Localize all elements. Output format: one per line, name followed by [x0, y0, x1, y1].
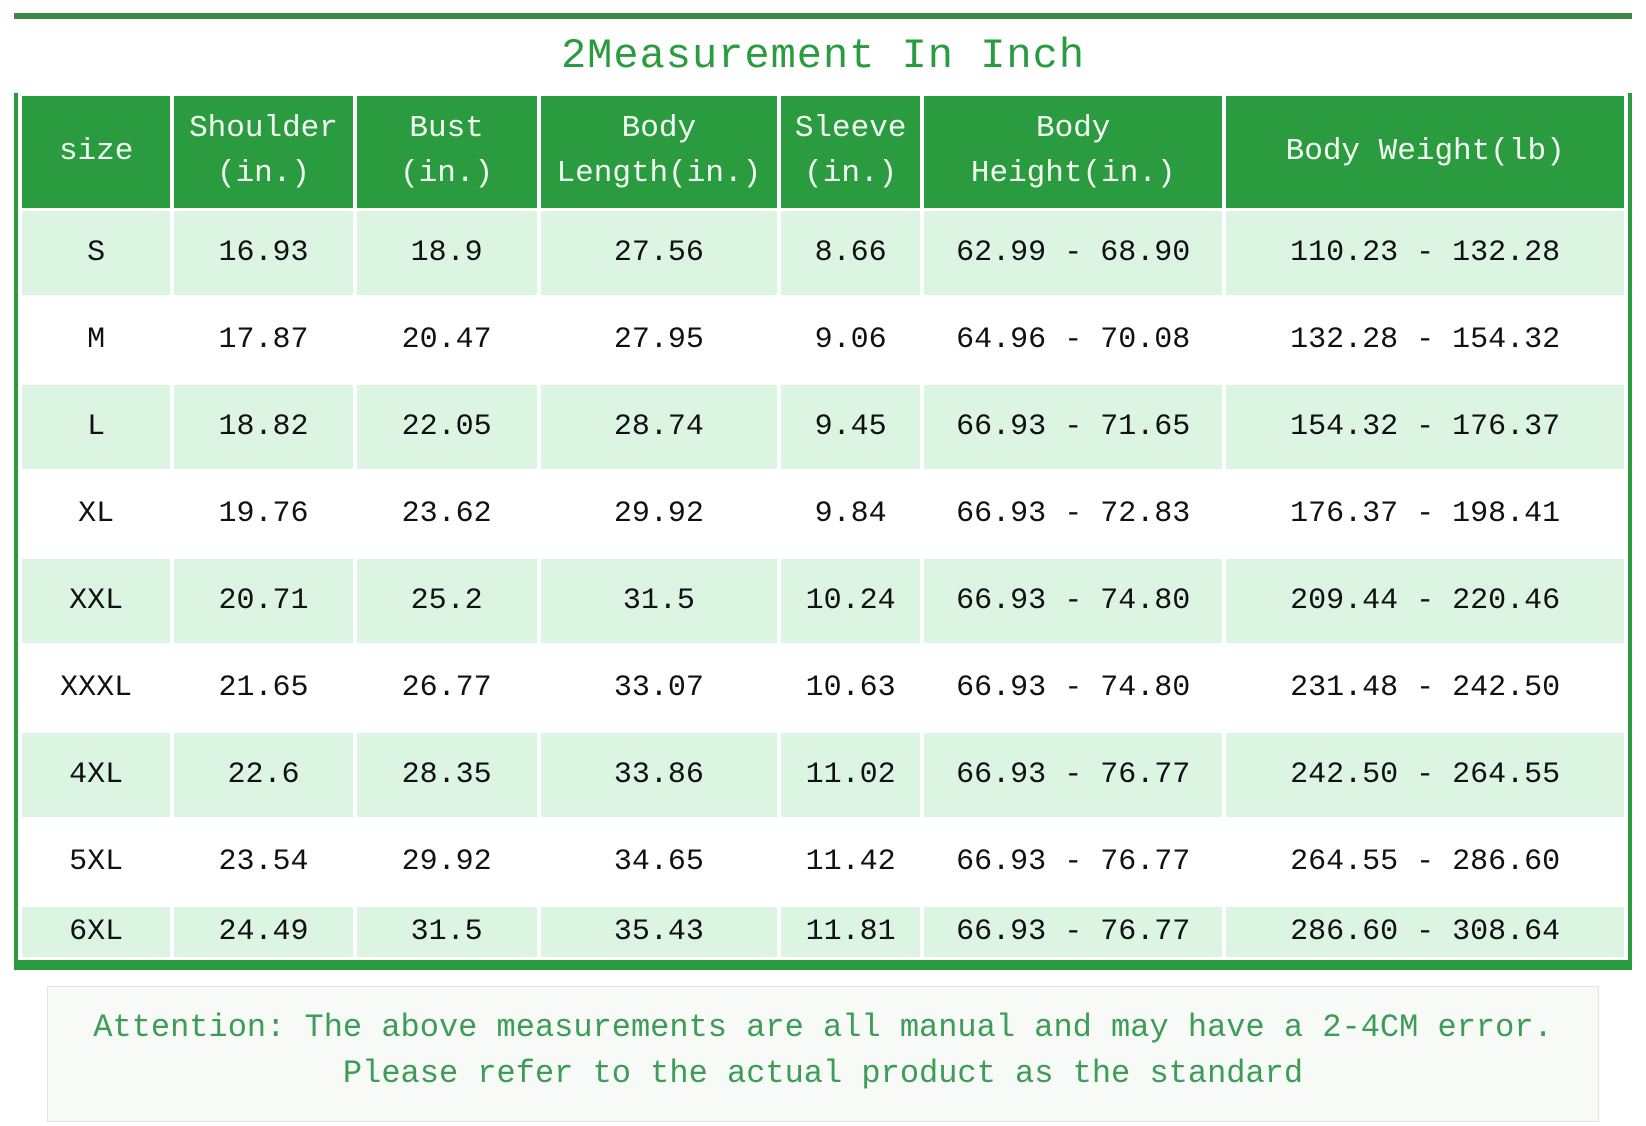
table-row: XXL 20.71 25.2 31.5 10.24 66.93 - 74.80 … — [22, 559, 1624, 643]
measurement-cell: 17.87 — [174, 298, 353, 382]
header-sleeve: Sleeve (in.) — [781, 96, 921, 208]
measurement-cell: 66.93 - 71.65 — [924, 385, 1223, 469]
measurement-cell: 22.05 — [356, 385, 537, 469]
measurement-cell: 10.24 — [781, 559, 921, 643]
size-cell: XXXL — [22, 646, 171, 730]
measurement-cell: 19.76 — [174, 472, 353, 556]
attention-line-2: Please refer to the actual product as th… — [342, 1055, 1304, 1092]
measurement-cell: 20.71 — [174, 559, 353, 643]
table-header-row: size Shoulder (in.) Bust (in.) Body Leng… — [22, 96, 1624, 208]
measurement-cell: 66.93 - 76.77 — [924, 907, 1223, 957]
size-cell: XXL — [22, 559, 171, 643]
measurement-cell: 27.95 — [540, 298, 778, 382]
measurement-cell: 264.55 - 286.60 — [1226, 820, 1624, 904]
measurement-cell: 33.07 — [540, 646, 778, 730]
header-body-weight: Body Weight(lb) — [1226, 96, 1624, 208]
attention-line-1: Attention: The above measurements are al… — [93, 1009, 1553, 1046]
measurement-cell: 28.74 — [540, 385, 778, 469]
measurement-cell: 22.6 — [174, 733, 353, 817]
table-row: XXXL 21.65 26.77 33.07 10.63 66.93 - 74.… — [22, 646, 1624, 730]
measurement-cell: 31.5 — [540, 559, 778, 643]
measurement-cell: 28.35 — [356, 733, 537, 817]
measurement-cell: 18.9 — [356, 211, 537, 295]
measurement-cell: 154.32 - 176.37 — [1226, 385, 1624, 469]
measurement-cell: 9.45 — [781, 385, 921, 469]
measurement-cell: 18.82 — [174, 385, 353, 469]
measurement-cell: 66.93 - 74.80 — [924, 559, 1223, 643]
measurement-cell: 66.93 - 74.80 — [924, 646, 1223, 730]
measurement-cell: 33.86 — [540, 733, 778, 817]
measurement-cell: 21.65 — [174, 646, 353, 730]
header-body-length: Body Length(in.) — [540, 96, 778, 208]
measurement-cell: 11.42 — [781, 820, 921, 904]
measurement-cell: 62.99 - 68.90 — [924, 211, 1223, 295]
measurement-cell: 286.60 - 308.64 — [1226, 907, 1624, 957]
measurement-cell: 20.47 — [356, 298, 537, 382]
measurement-cell: 16.93 — [174, 211, 353, 295]
measurement-cell: 23.54 — [174, 820, 353, 904]
size-cell: S — [22, 211, 171, 295]
measurement-cell: 64.96 - 70.08 — [924, 298, 1223, 382]
attention-note: Attention: The above measurements are al… — [47, 986, 1599, 1122]
measurement-cell: 9.06 — [781, 298, 921, 382]
size-chart-sheet: 2Measurement In Inch size Shoulder (in.)… — [14, 13, 1632, 1122]
measurement-cell: 132.28 - 154.32 — [1226, 298, 1624, 382]
header-shoulder: Shoulder (in.) — [174, 96, 353, 208]
size-cell: 6XL — [22, 907, 171, 957]
table-row: M 17.87 20.47 27.95 9.06 64.96 - 70.08 1… — [22, 298, 1624, 382]
size-cell: 4XL — [22, 733, 171, 817]
header-size: size — [22, 96, 171, 208]
header-body-height: Body Height(in.) — [924, 96, 1223, 208]
measurement-cell: 242.50 - 264.55 — [1226, 733, 1624, 817]
measurement-cell: 31.5 — [356, 907, 537, 957]
header-bust: Bust (in.) — [356, 96, 537, 208]
measurement-cell: 9.84 — [781, 472, 921, 556]
table-row: 6XL 24.49 31.5 35.43 11.81 66.93 - 76.77… — [22, 907, 1624, 957]
size-table: size Shoulder (in.) Bust (in.) Body Leng… — [14, 93, 1632, 970]
table-row: S 16.93 18.9 27.56 8.66 62.99 - 68.90 11… — [22, 211, 1624, 295]
measurement-cell: 110.23 - 132.28 — [1226, 211, 1624, 295]
measurement-cell: 11.02 — [781, 733, 921, 817]
measurement-cell: 29.92 — [356, 820, 537, 904]
size-cell: L — [22, 385, 171, 469]
measurement-cell: 66.93 - 76.77 — [924, 820, 1223, 904]
table-row: L 18.82 22.05 28.74 9.45 66.93 - 71.65 1… — [22, 385, 1624, 469]
measurement-cell: 24.49 — [174, 907, 353, 957]
measurement-cell: 27.56 — [540, 211, 778, 295]
measurement-cell: 11.81 — [781, 907, 921, 957]
measurement-cell: 23.62 — [356, 472, 537, 556]
measurement-cell: 35.43 — [540, 907, 778, 957]
table-row: 5XL 23.54 29.92 34.65 11.42 66.93 - 76.7… — [22, 820, 1624, 904]
table-row: 4XL 22.6 28.35 33.86 11.02 66.93 - 76.77… — [22, 733, 1624, 817]
measurement-cell: 66.93 - 72.83 — [924, 472, 1223, 556]
measurement-cell: 10.63 — [781, 646, 921, 730]
measurement-cell: 29.92 — [540, 472, 778, 556]
measurement-cell: 209.44 - 220.46 — [1226, 559, 1624, 643]
measurement-cell: 26.77 — [356, 646, 537, 730]
measurement-cell: 66.93 - 76.77 — [924, 733, 1223, 817]
table-row: XL 19.76 23.62 29.92 9.84 66.93 - 72.83 … — [22, 472, 1624, 556]
size-cell: XL — [22, 472, 171, 556]
measurement-cell: 231.48 - 242.50 — [1226, 646, 1624, 730]
measurement-cell: 25.2 — [356, 559, 537, 643]
size-cell: M — [22, 298, 171, 382]
measurement-cell: 8.66 — [781, 211, 921, 295]
measurement-cell: 176.37 - 198.41 — [1226, 472, 1624, 556]
page-title: 2Measurement In Inch — [14, 19, 1632, 93]
measurement-cell: 34.65 — [540, 820, 778, 904]
size-cell: 5XL — [22, 820, 171, 904]
